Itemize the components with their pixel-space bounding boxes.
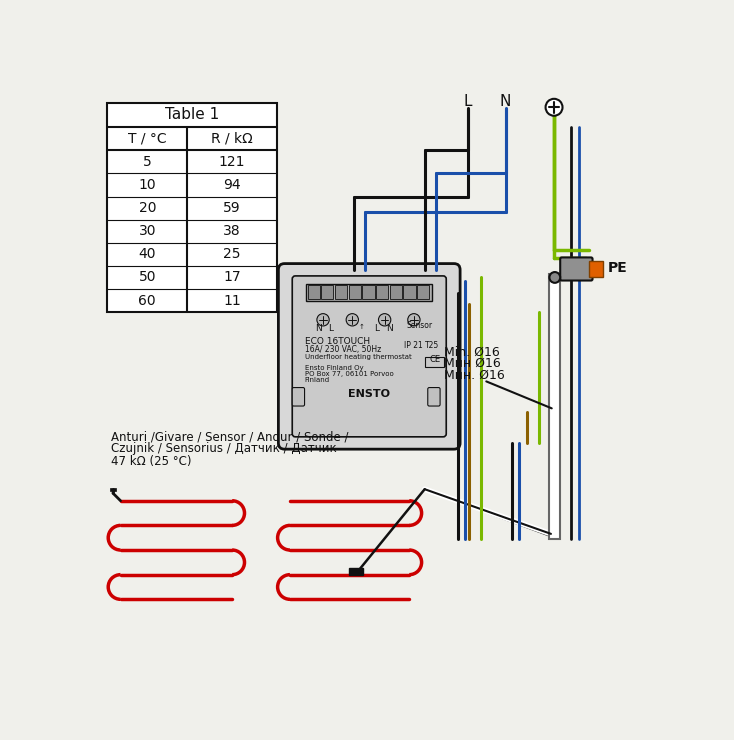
Bar [363,285,374,299]
Text: Table 1: Table 1 [165,107,219,123]
Text: PE: PE [608,261,628,275]
Text: 25: 25 [223,247,241,261]
Text: Sensor: Sensor [406,321,432,330]
Text: 60: 60 [139,294,156,308]
Text: Finland: Finland [305,377,330,383]
FancyBboxPatch shape [560,258,592,280]
Text: N: N [386,324,393,333]
Text: +: + [549,101,559,114]
Bar [404,285,415,299]
Text: Мин. Ø16: Мин. Ø16 [444,369,505,382]
Text: 121: 121 [219,155,245,169]
Text: Ensto Finland Oy: Ensto Finland Oy [305,365,363,371]
Bar [349,568,363,576]
Text: 11: 11 [223,294,241,308]
Bar [589,260,603,278]
Text: L: L [374,324,379,333]
Circle shape [545,99,562,115]
Text: ECO 16TOUCH: ECO 16TOUCH [305,337,370,346]
Text: N: N [500,95,511,110]
Circle shape [346,314,358,326]
Text: 30: 30 [139,224,156,238]
Text: 16A/ 230 VAC, 50Hz: 16A/ 230 VAC, 50Hz [305,345,381,354]
Text: L: L [464,95,472,110]
Text: Min. Ø16: Min. Ø16 [444,346,500,359]
Bar [426,357,444,367]
Text: 50: 50 [139,270,156,284]
Bar [550,274,560,539]
Text: L: L [328,324,333,333]
Bar [390,285,402,299]
Text: ↑: ↑ [359,324,365,330]
Bar [306,283,432,300]
Text: ENSTO: ENSTO [348,388,390,399]
Text: Underfloor heating thermostat: Underfloor heating thermostat [305,354,411,360]
Text: CE: CE [429,355,440,364]
Text: Anturi /Givare / Sensor / Andur / Sonde /: Anturi /Givare / Sensor / Andur / Sonde … [111,430,348,443]
Text: Czujnik / Sensorius / Датчик / Датчик: Czujnik / Sensorius / Датчик / Датчик [111,443,336,455]
Bar [110,488,116,491]
Text: 10: 10 [139,178,156,192]
Text: 94: 94 [223,178,241,192]
Text: 5: 5 [143,155,152,169]
Circle shape [550,272,560,283]
Text: 17: 17 [223,270,241,284]
Bar [308,285,320,299]
FancyBboxPatch shape [428,388,440,406]
Bar [107,103,277,312]
Bar [321,285,333,299]
FancyBboxPatch shape [292,388,305,406]
Text: T / °C: T / °C [128,132,167,146]
Circle shape [408,314,420,326]
Bar [417,285,429,299]
Text: Мин Ø16: Мин Ø16 [444,357,501,370]
FancyBboxPatch shape [292,276,446,437]
Text: PO Box 77, 06101 Porvoo: PO Box 77, 06101 Porvoo [305,371,393,377]
Bar [349,285,361,299]
Text: N: N [315,324,321,333]
Text: R / kΩ: R / kΩ [211,132,252,146]
FancyBboxPatch shape [278,263,460,449]
Text: 59: 59 [223,201,241,215]
Bar [376,285,388,299]
Text: 47 kΩ (25 °C): 47 kΩ (25 °C) [111,454,191,468]
Text: 40: 40 [139,247,156,261]
Text: T25: T25 [425,341,439,350]
Text: IP 21: IP 21 [404,341,423,350]
Text: 20: 20 [139,201,156,215]
Text: 38: 38 [223,224,241,238]
Circle shape [379,314,390,326]
Bar [335,285,347,299]
Circle shape [317,314,330,326]
